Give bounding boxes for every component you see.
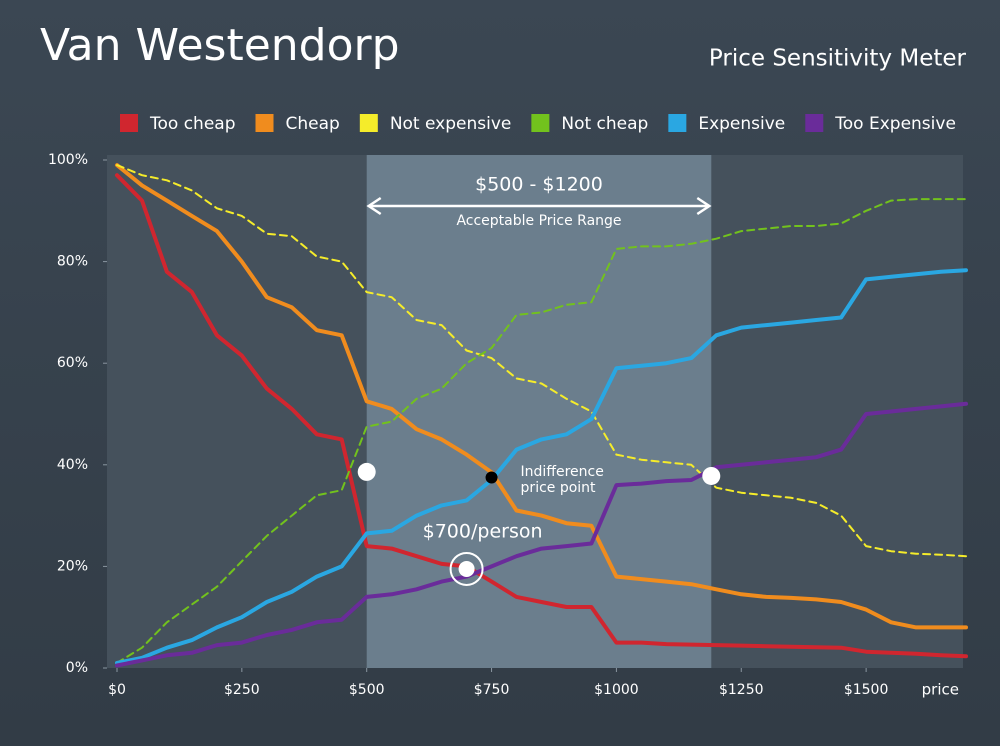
indifference-label: Indifference	[521, 464, 604, 480]
series-line	[116, 198, 967, 664]
x-tick-label: $750	[474, 682, 510, 698]
acceptable-range	[366, 155, 712, 668]
legend-swatch	[805, 114, 824, 132]
legend-swatch	[120, 114, 138, 132]
arrow-head	[696, 196, 712, 216]
series-line	[116, 164, 967, 558]
x-tick-label: $1250	[719, 682, 764, 698]
series-line	[115, 401, 968, 668]
x-tick-label: $500	[349, 682, 385, 698]
legend-label: Expensive	[698, 114, 785, 134]
x-tick-label: $0	[108, 682, 126, 698]
chart-subtitle: Price Sensitivity Meter	[709, 46, 967, 72]
optimal-point	[458, 560, 475, 577]
y-tick-label: 0%	[66, 660, 88, 676]
series-line	[115, 173, 968, 659]
series-line	[115, 163, 968, 630]
y-tick-label: 20%	[57, 558, 88, 574]
intersection-point	[357, 462, 376, 481]
range-label: $500 - $1200	[475, 174, 603, 196]
y-tick-label: 40%	[57, 457, 88, 473]
optimal-ring	[449, 551, 484, 586]
y-tick-label: 100%	[48, 152, 88, 168]
optimal-label: $700/person	[423, 521, 543, 543]
x-tick-label: $1500	[844, 682, 889, 698]
legend-label: Cheap	[286, 114, 340, 134]
indifference-point	[485, 471, 498, 484]
legend-swatch	[531, 114, 550, 132]
legend-swatch	[668, 114, 687, 132]
y-tick-label: 60%	[57, 355, 88, 371]
legend-label: Not expensive	[390, 114, 512, 134]
legend-label: Too Expensive	[834, 114, 956, 134]
intersection-point	[702, 466, 721, 485]
legend-label: Too cheap	[149, 114, 236, 134]
indifference-label: price point	[521, 480, 597, 496]
range-sublabel: Acceptable Price Range	[456, 213, 621, 229]
legend-swatch	[255, 114, 274, 132]
x-axis-label: price	[922, 681, 959, 699]
series-line	[115, 268, 968, 665]
y-tick-label: 80%	[57, 254, 88, 270]
x-tick-label: $1000	[594, 682, 639, 698]
x-tick-label: $250	[224, 682, 260, 698]
arrow-head	[366, 196, 382, 216]
chart-title: Van Westendorp	[40, 20, 400, 71]
legend-label: Not cheap	[561, 114, 648, 134]
legend-swatch	[359, 114, 378, 132]
